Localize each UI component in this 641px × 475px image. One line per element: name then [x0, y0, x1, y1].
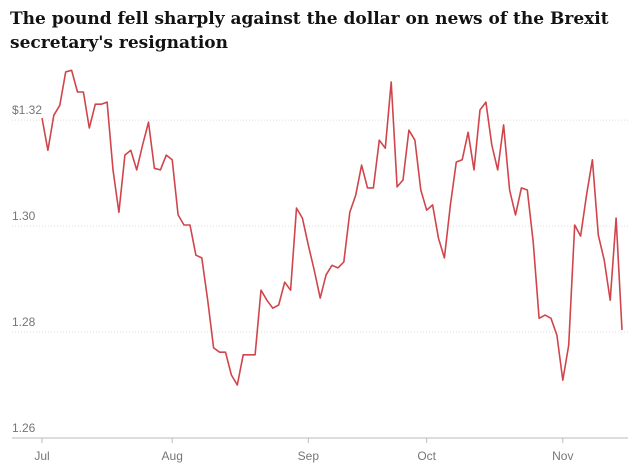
- chart-title: The pound fell sharply against the dolla…: [10, 9, 609, 29]
- y-tick-label: 1.30: [12, 209, 36, 223]
- line: [41, 69, 623, 386]
- x-tick-label: Nov: [552, 449, 573, 463]
- x-tick-label: Oct: [417, 449, 436, 463]
- x-tick-label: Aug: [162, 449, 183, 463]
- y-tick-label: 1.26: [12, 421, 36, 435]
- y-tick-label: $1.32: [12, 103, 42, 117]
- x-tick-label: Jul: [34, 449, 49, 463]
- chart-title: secretary's resignation: [10, 33, 228, 53]
- y-tick-label: 1.28: [12, 315, 36, 329]
- x-tick-label: Sep: [298, 449, 320, 463]
